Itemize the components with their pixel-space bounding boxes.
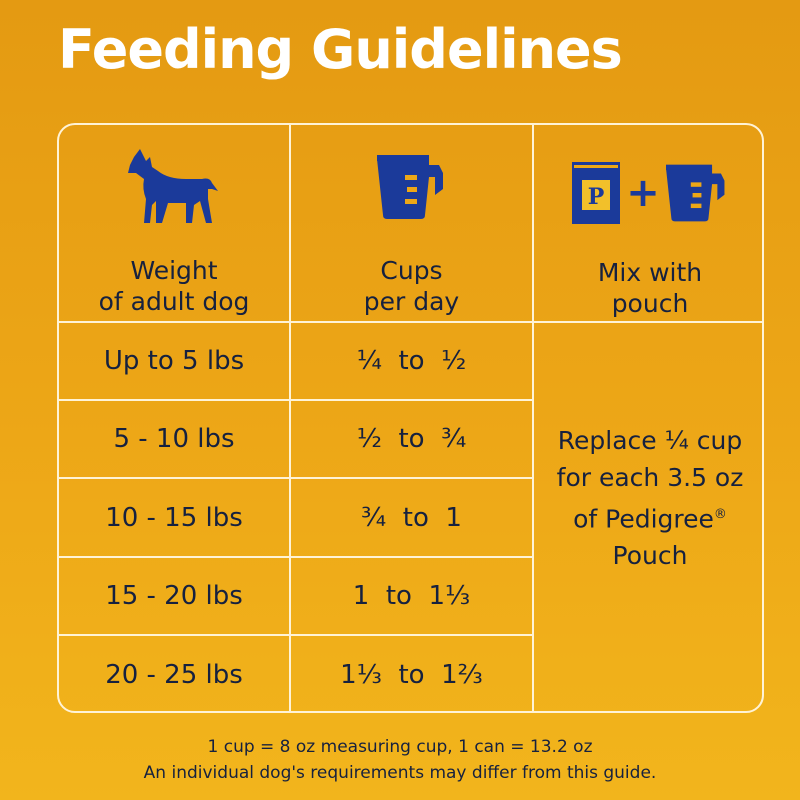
column-divider bbox=[532, 125, 534, 711]
registered-mark: ® bbox=[713, 506, 727, 522]
pouch-plus-cup-icon: P + bbox=[572, 151, 728, 235]
measuring-cup-small-icon bbox=[665, 164, 725, 222]
mix-text-end: Pouch bbox=[612, 541, 688, 571]
cups-cell: ¾ to 1 bbox=[361, 502, 462, 533]
feeding-table: Weight of adult dog Cups per day P + bbox=[57, 123, 764, 713]
footer-measure-note: 1 cup = 8 oz measuring cup, 1 can = 13.2… bbox=[207, 737, 593, 757]
pouch-letter: P bbox=[588, 184, 605, 210]
header-mix-label: Mix with pouch bbox=[597, 258, 703, 318]
column-divider bbox=[289, 125, 291, 711]
row-divider bbox=[59, 556, 532, 558]
mix-instructions: Replace ¼ cup for each 3.5 oz of Pedigre… bbox=[534, 323, 762, 711]
dog-icon bbox=[128, 145, 220, 229]
cups-cell: 1 to 1⅓ bbox=[352, 581, 471, 611]
cups-cell: 1⅓ to 1⅔ bbox=[340, 659, 483, 690]
row-divider bbox=[59, 477, 532, 479]
row-divider bbox=[59, 399, 532, 401]
measuring-cup-icon bbox=[376, 145, 447, 229]
weight-cell: 15 - 20 lbs bbox=[105, 581, 243, 611]
mix-text: Replace ¼ cup for each 3.5 oz of Pedigre… bbox=[556, 425, 744, 534]
header-cups: Cups per day bbox=[291, 125, 532, 321]
pouch-icon: P bbox=[572, 162, 621, 224]
plus-icon: + bbox=[626, 170, 660, 216]
weight-cell: 5 - 10 lbs bbox=[113, 424, 235, 454]
header-weight: Weight of adult dog bbox=[59, 125, 289, 321]
header-divider bbox=[59, 321, 762, 323]
header-mix: P + Mix with pouch bbox=[534, 125, 762, 321]
weight-cell: Up to 5 lbs bbox=[103, 346, 245, 376]
header-weight-label: Weight of adult dog bbox=[98, 256, 250, 316]
cups-cell: ¼ to ½ bbox=[356, 346, 467, 376]
weight-cell: 20 - 25 lbs bbox=[105, 659, 243, 690]
row-divider bbox=[59, 634, 532, 636]
header-cups-label: Cups per day bbox=[363, 256, 460, 316]
page-title: Feeding Guidelines bbox=[58, 18, 623, 81]
cups-cell: ½ to ¾ bbox=[356, 424, 467, 454]
weight-cell: 10 - 15 lbs bbox=[105, 502, 243, 533]
footer-disclaimer: An individual dog's requirements may dif… bbox=[143, 763, 657, 783]
